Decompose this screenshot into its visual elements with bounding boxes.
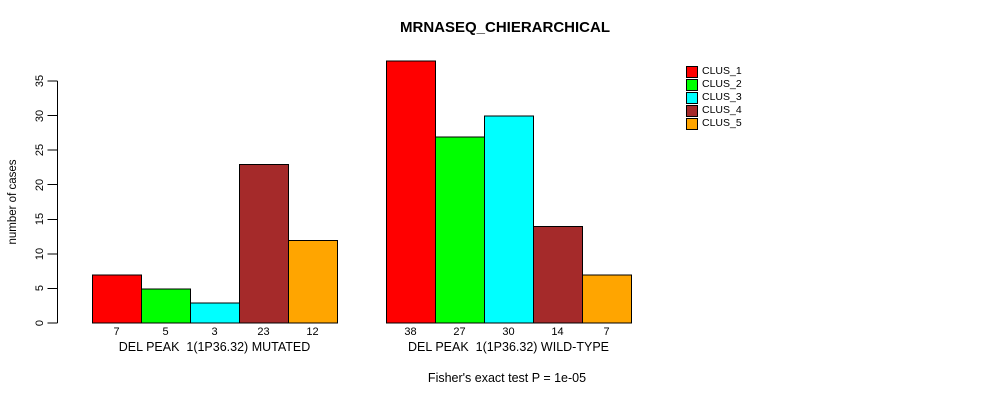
legend-swatch-clus_3 <box>686 92 698 104</box>
legend-label-clus_1: CLUS_1 <box>702 65 742 77</box>
y-tick-label: 30 <box>34 109 46 122</box>
bar-value-label: 7 <box>113 326 120 338</box>
bar-value-label: 30 <box>502 326 515 338</box>
bar-value-label: 38 <box>404 326 417 338</box>
y-tick-label: 25 <box>34 144 46 157</box>
legend-label-clus_2: CLUS_2 <box>702 78 742 90</box>
bar-value-label: 27 <box>453 326 466 338</box>
legend-label-clus_3: CLUS_3 <box>702 91 742 103</box>
bar-clus_1-group1 <box>92 274 142 324</box>
legend-swatch-clus_5 <box>686 118 698 130</box>
legend-label-clus_4: CLUS_4 <box>702 104 742 116</box>
legend-label-clus_5: CLUS_5 <box>702 117 742 129</box>
legend-swatch-clus_1 <box>686 66 698 78</box>
bar-clus_4-group1 <box>239 163 289 324</box>
fisher-test-caption: Fisher's exact test P = 1e-05 <box>427 371 587 385</box>
bar-clus_2-group2 <box>435 136 485 324</box>
bar-clus_2-group1 <box>141 288 191 324</box>
bar-value-label: 5 <box>162 326 169 338</box>
bar-value-label: 14 <box>551 326 564 338</box>
bar-clus_5-group1 <box>288 240 338 324</box>
bar-clus_3-group2 <box>484 115 534 324</box>
bar-clus_4-group2 <box>533 226 583 324</box>
bar-clus_1-group2 <box>386 60 436 324</box>
bar-clus_3-group1 <box>190 302 240 324</box>
y-tick-label: 5 <box>34 285 46 292</box>
legend-swatch-clus_4 <box>686 105 698 117</box>
y-tick-label: 35 <box>34 74 46 88</box>
bar-value-label: 23 <box>257 326 270 338</box>
y-tick-label: 20 <box>34 178 46 191</box>
bar-value-label: 12 <box>306 326 319 338</box>
legend-swatch-clus_2 <box>686 79 698 91</box>
y-tick-label: 0 <box>34 319 46 327</box>
x-category-label: DEL PEAK 1(1P36.32) WILD-TYPE <box>407 340 610 354</box>
bar-value-label: 7 <box>603 326 610 338</box>
bar-clus_5-group2 <box>582 274 632 324</box>
y-tick-label: 10 <box>34 247 46 260</box>
bar-value-label: 3 <box>211 326 218 338</box>
y-tick-label: 15 <box>34 213 46 226</box>
chart-title: MRNASEQ_CHIERARCHICAL <box>399 19 611 36</box>
y-axis-label: number of cases <box>7 159 19 245</box>
x-category-label: DEL PEAK 1(1P36.32) MUTATED <box>118 340 311 354</box>
